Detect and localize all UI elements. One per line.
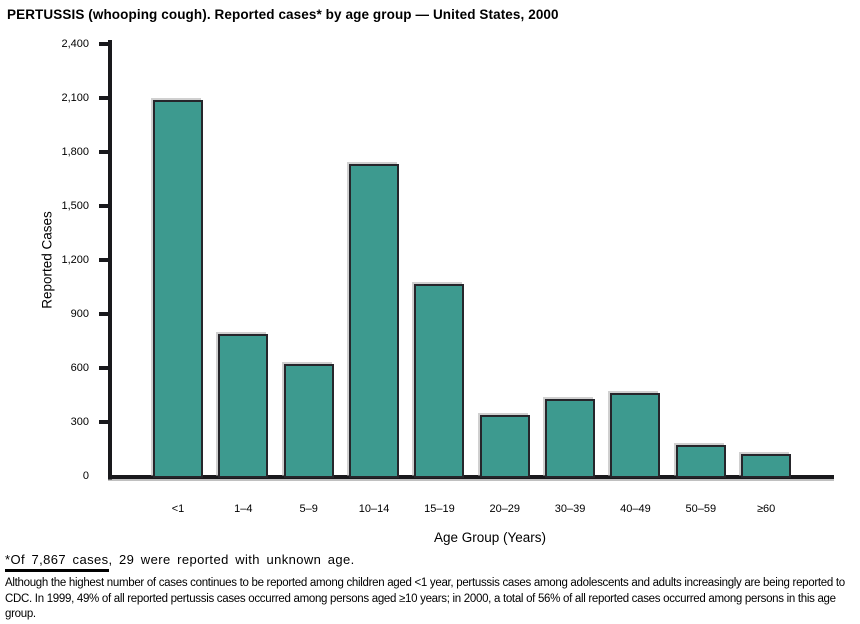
y-tick-mark — [99, 258, 108, 262]
y-tick-mark — [99, 366, 108, 370]
y-tick-label: 2,400 — [61, 38, 89, 50]
footnote-rest-text: , 29 were reported with unknown age. — [108, 552, 355, 567]
x-tick-label: <1 — [171, 503, 185, 515]
x-tick-label: 1–4 — [234, 503, 253, 515]
footnote-underlined-text: *Of 7,867 cases — [5, 552, 109, 572]
bar-1–4 — [218, 333, 269, 478]
y-tick-label: 0 — [82, 470, 89, 482]
bar-chart: Reported Cases Age Group (Years) 0 300 600… — [40, 38, 834, 545]
x-tick-label: 20–29 — [489, 503, 521, 515]
x-tick-label: ≥60 — [757, 503, 776, 515]
footnote: *Of 7,867 cases, 29 were reported with u… — [5, 552, 355, 572]
x-tick-label: 10–14 — [358, 503, 390, 515]
x-axis-line — [108, 475, 834, 479]
y-tick-label: 600 — [70, 362, 89, 374]
y-tick-label: 2,100 — [61, 92, 89, 104]
y-tick-label: 300 — [70, 416, 89, 428]
bar-5–9 — [283, 364, 334, 478]
y-tick-label: 1,800 — [61, 146, 89, 158]
bar-50–59 — [675, 444, 726, 478]
figure-title: PERTUSSIS (whooping cough). Reported cas… — [7, 7, 559, 22]
x-tick-label: 5–9 — [299, 503, 318, 515]
y-tick-label: 1,500 — [61, 200, 89, 212]
y-tick-mark — [99, 204, 108, 208]
note-paragraph: Although the highest number of cases con… — [5, 577, 845, 620]
y-tick-mark — [99, 96, 108, 100]
x-tick-label: 15–19 — [424, 503, 455, 515]
bar-≥60 — [741, 454, 792, 478]
bar-40–49 — [610, 393, 661, 478]
bar-30–39 — [545, 398, 596, 478]
bar-<1 — [153, 99, 203, 478]
x-axis-title: Age Group (Years) — [433, 530, 547, 545]
bar-15–19 — [414, 284, 465, 478]
x-tick-label: 50–59 — [685, 503, 717, 515]
y-axis-line — [108, 40, 112, 480]
y-tick-label: 1,200 — [61, 254, 89, 266]
y-tick-mark — [99, 420, 108, 424]
y-tick-mark — [99, 150, 108, 154]
bar-20–29 — [479, 414, 530, 478]
bar-10–14 — [349, 163, 400, 478]
y-tick-label: 900 — [70, 308, 89, 320]
x-tick-label: 30–39 — [554, 503, 586, 515]
y-tick-mark — [99, 42, 108, 46]
x-tick-label: 40–49 — [620, 503, 651, 515]
y-tick-mark — [99, 312, 108, 316]
